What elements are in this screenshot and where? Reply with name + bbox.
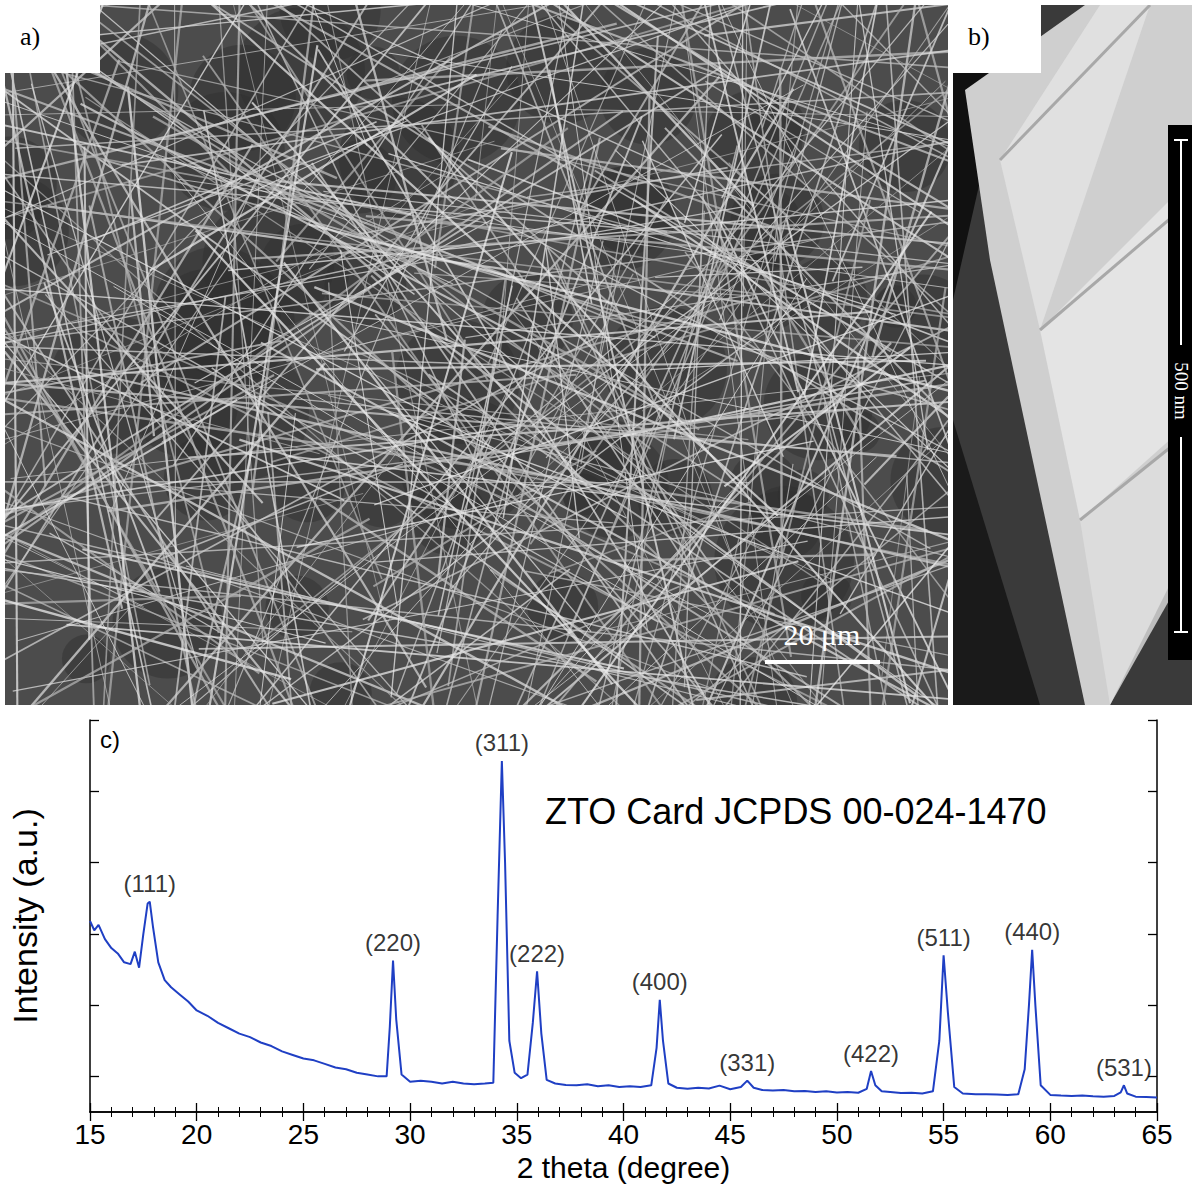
svg-text:(222): (222) <box>509 940 565 967</box>
svg-text:45: 45 <box>715 1119 746 1150</box>
svg-text:35: 35 <box>501 1119 532 1150</box>
svg-text:65: 65 <box>1141 1119 1172 1150</box>
svg-text:(331): (331) <box>719 1049 775 1076</box>
svg-text:ZTO Card JCPDS 00-024-1470: ZTO Card JCPDS 00-024-1470 <box>545 791 1047 832</box>
svg-text:(422): (422) <box>843 1040 899 1067</box>
svg-text:(511): (511) <box>916 924 970 951</box>
svg-text:60: 60 <box>1035 1119 1066 1150</box>
svg-text:(531): (531) <box>1096 1054 1152 1081</box>
svg-text:(111): (111) <box>124 870 176 897</box>
svg-text:55: 55 <box>928 1119 959 1150</box>
svg-text:a): a) <box>20 22 40 51</box>
svg-text:15: 15 <box>74 1119 105 1150</box>
svg-text:Intensity (a.u.): Intensity (a.u.) <box>6 808 44 1023</box>
svg-text:(311): (311) <box>475 729 529 756</box>
svg-text:b): b) <box>968 22 990 51</box>
svg-text:c): c) <box>100 726 120 753</box>
svg-text:500 nm: 500 nm <box>1171 362 1192 420</box>
svg-text:30: 30 <box>395 1119 426 1150</box>
svg-text:20: 20 <box>181 1119 212 1150</box>
svg-text:20 μm: 20 μm <box>784 618 861 651</box>
svg-text:50: 50 <box>821 1119 852 1150</box>
svg-text:(220): (220) <box>365 929 421 956</box>
svg-text:(440): (440) <box>1004 918 1060 945</box>
svg-text:25: 25 <box>288 1119 319 1150</box>
svg-text:40: 40 <box>608 1119 639 1150</box>
svg-text:(400): (400) <box>632 968 688 995</box>
svg-text:2 theta (degree): 2 theta (degree) <box>517 1151 730 1184</box>
